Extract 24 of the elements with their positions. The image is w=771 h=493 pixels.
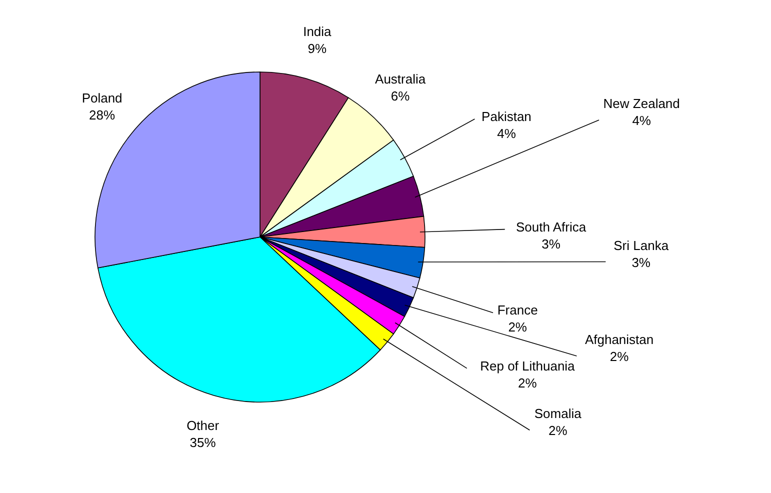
slice-label: Sri Lanka [614,238,670,253]
slice-label: New Zealand [603,96,680,111]
slice-label: Somalia [534,406,582,422]
data-label: 35% [190,434,216,450]
slice-label: South Africa [516,219,587,234]
data-label: 2% [508,320,528,335]
data-label: 4% [632,112,652,128]
slice-label: Afghanistan [584,332,654,348]
slice-label: Australia [375,72,426,87]
slice-label: India [303,24,332,40]
slice-label: Poland [82,90,122,106]
slice-label: Pakistan [482,108,532,124]
data-label: 2% [548,423,568,438]
data-label: 2% [610,349,630,364]
data-label: 28% [89,107,116,122]
data-label: 4% [497,126,516,141]
slice-label: France [497,302,538,318]
slice-label: Rep of Lithuania [480,358,576,374]
data-label: 3% [542,236,561,252]
data-label: 2% [518,375,538,390]
data-label: 9% [308,41,328,56]
slice-label: Other [186,418,220,433]
data-label: 3% [632,254,651,270]
data-label: 6% [390,88,410,104]
